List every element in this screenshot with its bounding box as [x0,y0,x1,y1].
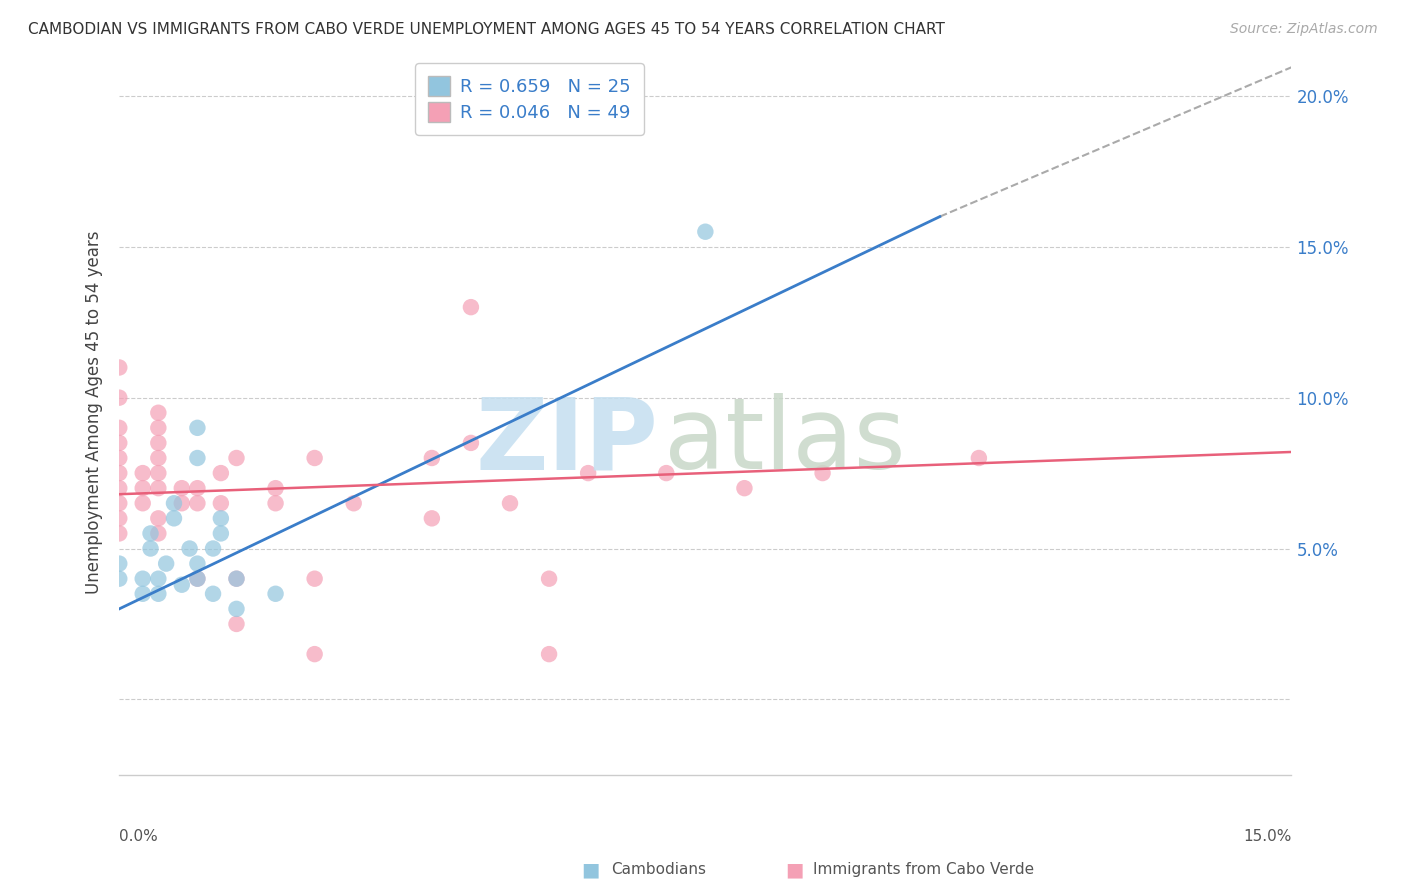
Point [108,360,131,375]
Point [132,572,155,586]
Point [209,511,232,525]
Point [225,616,247,631]
Point [179,541,201,556]
Point [202,541,225,556]
Text: ZIP: ZIP [475,393,658,491]
Point [170,578,193,592]
Point [108,450,131,465]
Point [420,450,443,465]
Text: 0.0%: 0.0% [120,830,157,844]
Point [186,450,208,465]
Point [538,572,561,586]
Point [163,496,186,510]
Point [186,557,208,571]
Point [655,466,678,480]
Point [108,511,131,525]
Point [264,481,287,495]
Point [209,526,232,541]
Point [170,496,193,510]
Point [148,511,170,525]
Point [202,587,225,601]
Point [108,481,131,495]
Point [155,557,177,571]
Text: CAMBODIAN VS IMMIGRANTS FROM CABO VERDE UNEMPLOYMENT AMONG AGES 45 TO 54 YEARS C: CAMBODIAN VS IMMIGRANTS FROM CABO VERDE … [28,22,945,37]
Point [148,406,170,420]
Point [108,421,131,435]
Point [132,496,155,510]
Point [148,450,170,465]
Text: 15.0%: 15.0% [1243,830,1292,844]
Point [343,496,366,510]
Point [132,587,155,601]
Point [108,391,131,405]
Point [148,466,170,480]
Point [225,450,247,465]
Point [225,572,247,586]
Point [108,496,131,510]
Point [132,466,155,480]
Point [811,466,834,480]
Point [148,572,170,586]
Point [108,466,131,480]
Text: Immigrants from Cabo Verde: Immigrants from Cabo Verde [813,863,1033,877]
Point [139,526,162,541]
Point [186,496,208,510]
Point [695,225,717,239]
Point [304,647,326,661]
Point [264,587,287,601]
Point [186,481,208,495]
Point [108,557,131,571]
Point [967,450,990,465]
Legend: R = 0.659   N = 25, R = 0.046   N = 49: R = 0.659 N = 25, R = 0.046 N = 49 [415,63,644,135]
Point [170,481,193,495]
Point [264,496,287,510]
Point [132,481,155,495]
Point [538,647,561,661]
Point [163,511,186,525]
Point [148,587,170,601]
Point [420,511,443,525]
Point [108,436,131,450]
Point [186,421,208,435]
Point [225,602,247,616]
Point [209,466,232,480]
Point [225,572,247,586]
Text: Cambodians: Cambodians [612,863,707,877]
Point [576,466,599,480]
Point [304,572,326,586]
Point [139,541,162,556]
Point [148,526,170,541]
Text: atlas: atlas [665,393,905,491]
Point [108,526,131,541]
Text: ■: ■ [581,860,600,880]
Point [499,496,522,510]
Point [108,572,131,586]
Point [186,572,208,586]
Point [460,436,482,450]
Point [186,572,208,586]
Point [148,481,170,495]
Point [209,496,232,510]
Text: ■: ■ [785,860,804,880]
Y-axis label: Unemployment Among Ages 45 to 54 years: Unemployment Among Ages 45 to 54 years [86,231,103,594]
Point [733,481,755,495]
Point [148,436,170,450]
Point [460,300,482,314]
Point [304,450,326,465]
Text: Source: ZipAtlas.com: Source: ZipAtlas.com [1230,22,1378,37]
Point [148,421,170,435]
